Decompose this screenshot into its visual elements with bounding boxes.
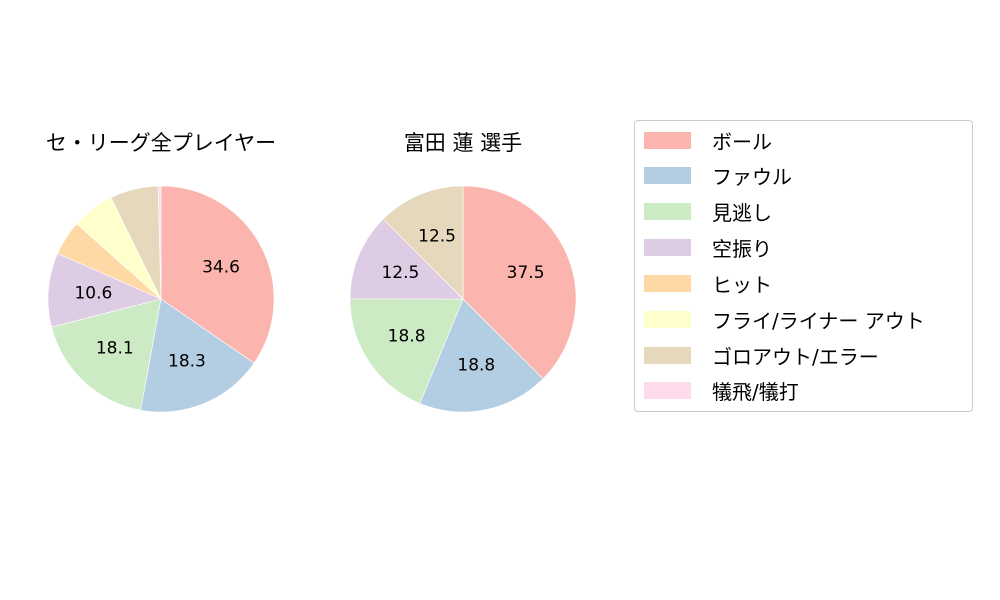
legend: ボール ファウル 見逃し 空振り ヒット フライ/ライナー アウト ゴロアウト/… [634, 120, 973, 412]
pie-slice [419, 298, 544, 413]
right-chart-title: 富田 蓮 選手 [403, 131, 523, 155]
slice-value-label: 10.6 [74, 283, 112, 303]
pie-slice [47, 253, 162, 328]
legend-label: フライ/ライナー アウト [712, 308, 925, 333]
pie-slice [349, 298, 464, 404]
legend-item-swinging-strike: 空振り [644, 235, 772, 261]
pie-slice [349, 218, 464, 300]
slice-value-label: 18.1 [96, 339, 134, 359]
legend-item-ground-out-error: ゴロアウト/エラー [644, 343, 879, 369]
pie-slice [51, 298, 162, 411]
legend-swatch [644, 381, 691, 399]
league-pie-chart: 34.6 18.3 18.1 10.6 [47, 185, 275, 413]
legend-swatch [644, 310, 691, 328]
pie-slice [160, 185, 275, 364]
pie-slice [382, 185, 464, 300]
legend-swatch [644, 166, 691, 184]
legend-item-hit: ヒット [644, 271, 772, 297]
left-chart-title: セ・リーグ全プレイヤー [45, 131, 277, 155]
legend-swatch [644, 274, 691, 292]
legend-swatch [644, 202, 691, 220]
legend-item-ball: ボール [644, 128, 772, 154]
legend-label: ゴロアウト/エラー [712, 344, 879, 369]
pie-slice [462, 185, 577, 380]
legend-swatch [644, 238, 691, 256]
legend-label: ファウル [712, 164, 792, 189]
legend-label: 犠飛/犠打 [712, 379, 799, 404]
legend-label: ヒット [712, 272, 772, 297]
slice-value-label: 34.6 [202, 257, 240, 277]
slice-value-label: 12.5 [418, 226, 456, 246]
legend-item-foul: ファウル [644, 163, 792, 189]
pie-slice [140, 298, 255, 413]
slice-value-label: 37.5 [507, 263, 545, 283]
slice-value-label: 18.8 [457, 355, 495, 375]
player-pie-chart: 37.5 18.8 18.8 12.5 12.5 [349, 185, 577, 413]
slice-value-label: 12.5 [381, 263, 419, 283]
legend-label: 見逃し [712, 200, 772, 225]
legend-swatch [644, 131, 691, 149]
legend-label: ボール [712, 129, 772, 154]
legend-swatch [644, 346, 691, 364]
slice-value-label: 18.3 [168, 352, 206, 372]
legend-label: 空振り [712, 236, 772, 261]
pie-slice [157, 185, 162, 300]
legend-item-fly-liner-out: フライ/ライナー アウト [644, 307, 925, 333]
legend-item-called-strike: 見逃し [644, 199, 772, 225]
slice-value-label: 18.8 [388, 327, 426, 347]
legend-item-sacrifice: 犠飛/犠打 [644, 378, 799, 404]
